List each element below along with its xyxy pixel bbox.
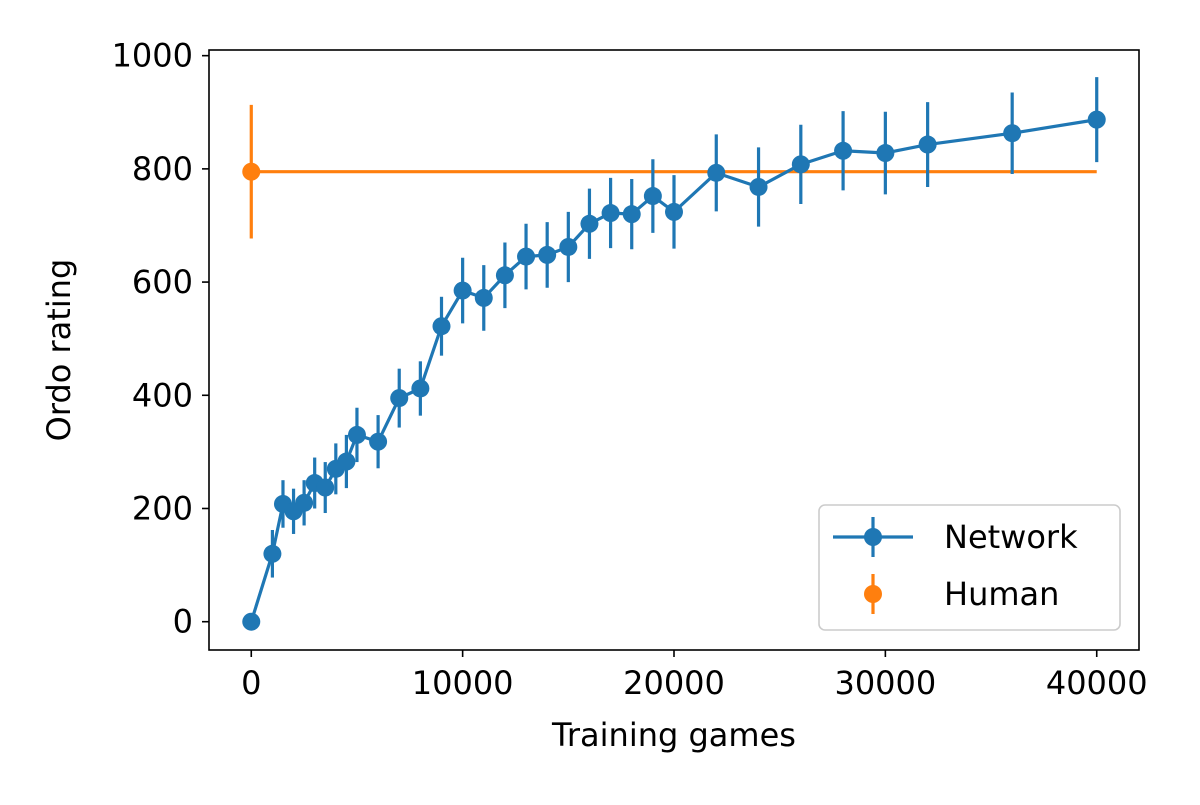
y-tick-label: 400 (132, 376, 193, 414)
network-point (601, 204, 620, 223)
network-point (707, 163, 726, 182)
y-tick-label: 600 (132, 263, 193, 301)
network-point (453, 281, 472, 300)
network-point (347, 425, 366, 444)
network-point (622, 205, 641, 224)
x-tick-label: 30000 (834, 664, 936, 702)
network-point (665, 202, 683, 221)
legend-human-label: Human (944, 575, 1059, 613)
network-point (1087, 110, 1106, 129)
y-axis-label: Ordo rating (40, 259, 78, 442)
network-point (834, 141, 853, 160)
legend-network-label: Network (944, 518, 1078, 556)
legend-network-marker (833, 517, 913, 557)
x-tick-label: 10000 (412, 664, 514, 702)
plot-frame (208, 49, 1140, 651)
network-point (337, 452, 356, 471)
x-tick-label: 0 (241, 664, 261, 702)
network-point (580, 214, 599, 233)
y-tick-label: 0 (173, 603, 193, 641)
network-point (411, 379, 430, 398)
legend: Network Human (818, 504, 1121, 631)
x-axis-label: Training games (551, 716, 796, 754)
network-point (369, 432, 388, 451)
network-point (474, 288, 493, 307)
network-point (242, 612, 261, 631)
x-axis-ticks: 0 10000 20000 30000 40000 (241, 650, 1148, 702)
y-tick-label: 800 (132, 150, 193, 188)
network-point (316, 478, 335, 497)
plot-content (242, 77, 1106, 631)
network-point (495, 266, 514, 285)
network-point (538, 245, 557, 264)
network-point (643, 187, 662, 206)
network-point (876, 144, 895, 163)
y-tick-label: 200 (132, 489, 193, 527)
network-point (263, 544, 282, 563)
legend-human-dot (864, 585, 882, 603)
legend-network-dot (864, 528, 882, 546)
network-point (432, 317, 451, 336)
x-tick-label: 20000 (623, 664, 725, 702)
y-tick-label: 1000 (112, 37, 193, 75)
human-point (242, 162, 261, 181)
network-point (749, 177, 768, 196)
y-axis-ticks: 0 200 400 600 800 1000 (112, 37, 209, 641)
network-point (918, 135, 937, 154)
legend-human-marker (864, 574, 882, 614)
network-point (791, 155, 810, 174)
network-point (1003, 124, 1022, 143)
network-point (295, 493, 314, 512)
network-point (517, 247, 536, 266)
network-point (390, 389, 409, 408)
x-tick-label: 40000 (1046, 664, 1148, 702)
network-point (559, 237, 578, 256)
